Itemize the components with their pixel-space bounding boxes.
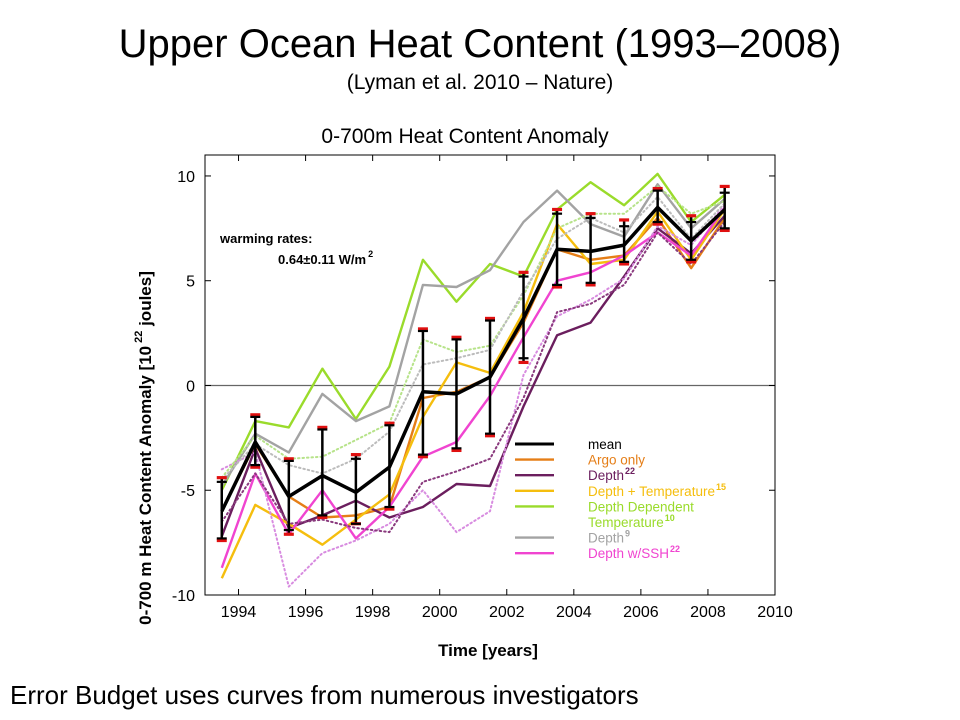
annotation-line1: warming rates: [219,231,312,246]
legend-label-5: Depth9 [588,529,630,546]
x-tick-label: 2006 [623,604,659,621]
legend-label-3: Depth + Temperature15 [588,482,726,499]
y-tick-label: 10 [177,169,195,186]
x-tick-label: 1998 [355,604,391,621]
legend-label-6: Depth w/SSH22 [588,544,680,561]
series-line-3 [220,172,726,491]
y-tick-label: -5 [181,483,195,500]
legend-label-0: mean [588,437,622,452]
series-layer [220,172,726,588]
legend-label-2: Depth22 [588,466,635,483]
x-tick-label: 2004 [556,604,592,621]
plot-frame [204,154,776,596]
heat-content-chart: 0-700m Heat Content Anomaly 1994 1996 1998… [133,125,793,660]
warming-rate-annotation: warming rates: 0.64±0.11 W/m 2 [219,231,373,267]
y-tick-label: 5 [186,274,195,291]
x-tick-label: 1994 [221,604,257,621]
series-line-9 [220,221,726,534]
series-line-7 [220,185,726,479]
errorbar-layer [216,184,730,543]
x-axis-label: Time [years] [438,641,538,660]
legend-label-4: Depth Dependent [588,499,694,514]
y-tick-label: -10 [172,588,195,605]
series-line-10 [220,205,726,512]
footer-caption: Error Budget uses curves from numerous i… [10,680,639,710]
plot-axes: 1994 1996 1998 2000 2002 2004 2006 2008 2010 10 5 0… [172,154,793,621]
x-tick-label: 2010 [757,604,793,621]
x-tick-label: 1996 [288,604,324,621]
chart-title: 0-700m Heat Content Anomaly [321,125,609,148]
y-tick-label: 0 [186,378,195,395]
y-axis-label: 0-700 m Heat Content Anomaly [1022 joule… [133,271,155,625]
legend-label-4-line2: Temperature10 [588,513,675,530]
series-line-2 [220,208,726,579]
series-line-6 [220,204,726,588]
slide-title: Upper Ocean Heat Content (1993–2008) [118,22,842,66]
slide-subtitle: (Lyman et al. 2010 – Nature) [346,71,614,94]
series-line-8 [220,195,726,481]
annotation-line2: 0.64±0.11 W/m 2 [278,249,373,267]
x-tick-label: 2000 [422,604,458,621]
series-line-4 [220,183,726,487]
series-line-5 [220,206,726,569]
legend-label-1: Argo only [588,453,645,468]
x-tick-label: 2008 [690,604,726,621]
x-tick-label: 2002 [489,604,525,621]
